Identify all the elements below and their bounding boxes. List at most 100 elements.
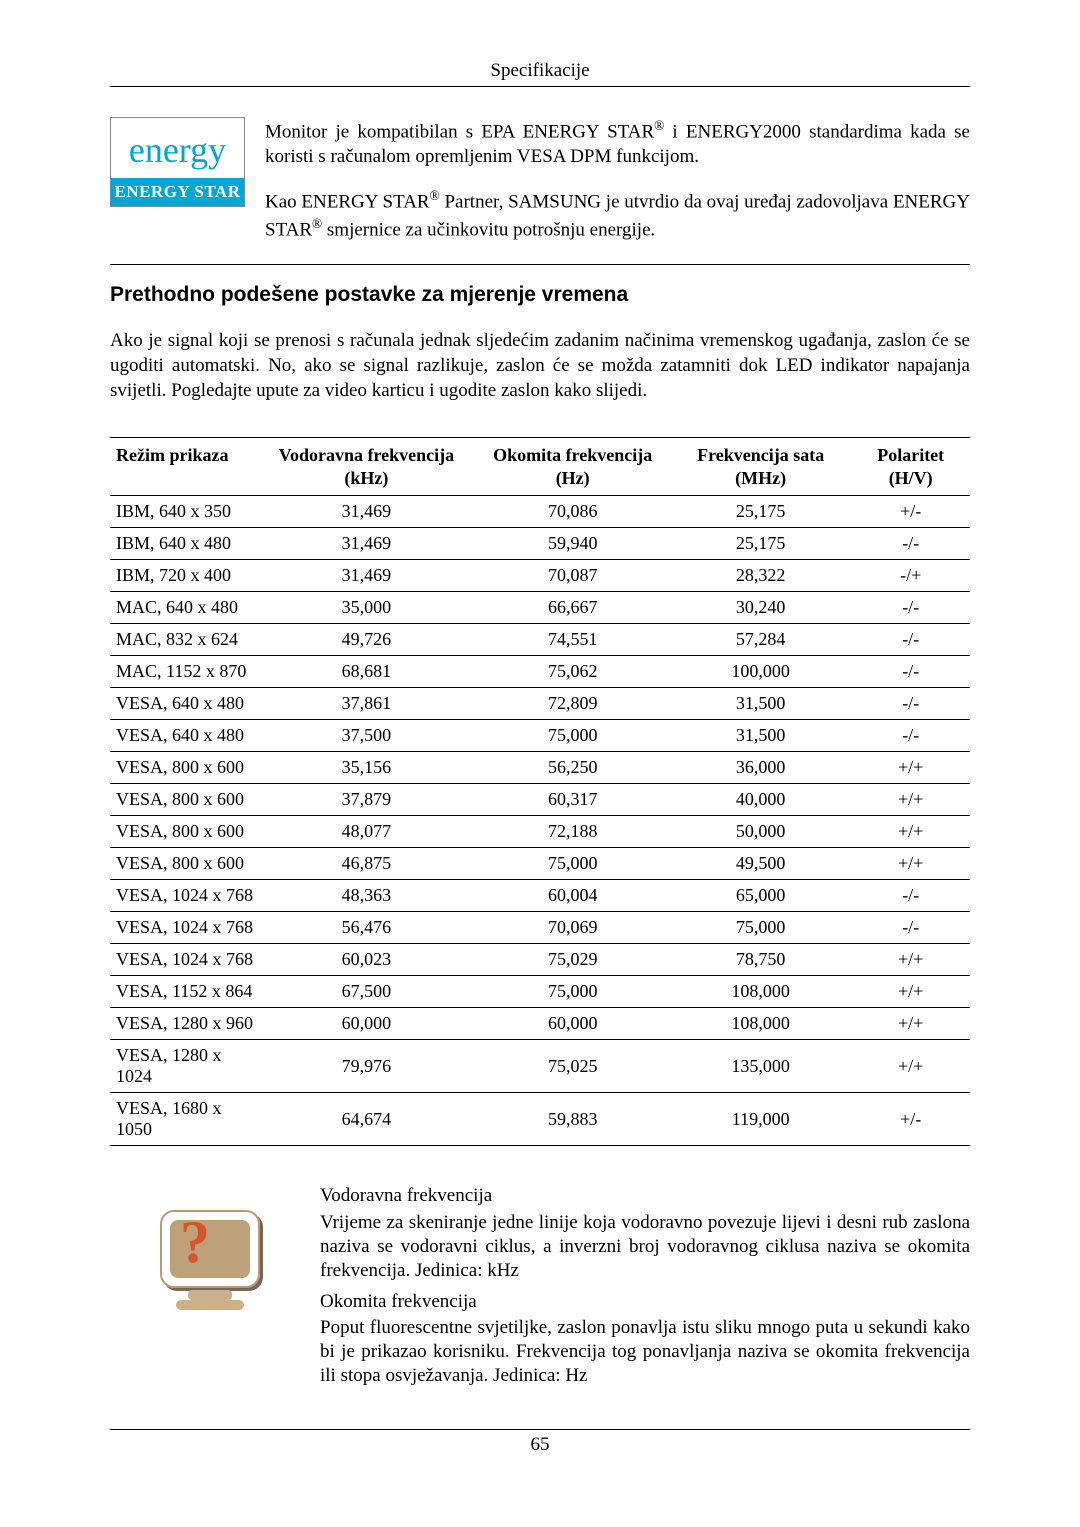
table-cell: -/+ (851, 560, 970, 592)
intro-para-2: Kao ENERGY STAR® Partner, SAMSUNG je utv… (265, 187, 970, 242)
definitions-illustration: ? (110, 1184, 310, 1320)
table-cell: VESA, 640 x 480 (110, 688, 257, 720)
table-cell: 72,809 (475, 688, 669, 720)
table-cell: -/- (851, 720, 970, 752)
table-cell: 49,726 (257, 624, 475, 656)
table-row: VESA, 1024 x 76856,47670,06975,000-/- (110, 912, 970, 944)
table-cell: 48,363 (257, 880, 475, 912)
table-row: MAC, 640 x 48035,00066,66730,240-/- (110, 592, 970, 624)
intro-para-1: Monitor je kompatibilan s EPA ENERGY STA… (265, 117, 970, 169)
table-row: MAC, 1152 x 87068,68175,062100,000-/- (110, 656, 970, 688)
table-cell: IBM, 640 x 480 (110, 528, 257, 560)
table-cell: 72,188 (475, 816, 669, 848)
definitions-text: Vodoravna frekvencija Vrijeme za skenira… (320, 1184, 970, 1395)
table-cell: 108,000 (670, 976, 851, 1008)
table-cell: VESA, 1280 x 1024 (110, 1040, 257, 1093)
intro-para-1a: Monitor je kompatibilan s EPA ENERGY STA… (265, 121, 654, 142)
table-cell: 30,240 (670, 592, 851, 624)
th-mode: Režim prikaza (110, 438, 257, 496)
table-cell: +/+ (851, 784, 970, 816)
footer-rule (110, 1429, 970, 1430)
table-cell: 31,469 (257, 496, 475, 528)
energy-star-script: energy (111, 126, 244, 178)
table-row: VESA, 800 x 60037,87960,31740,000+/+ (110, 784, 970, 816)
table-cell: 75,000 (670, 912, 851, 944)
table-cell: 50,000 (670, 816, 851, 848)
table-cell: VESA, 800 x 600 (110, 816, 257, 848)
table-cell: MAC, 832 x 624 (110, 624, 257, 656)
table-cell: 31,500 (670, 720, 851, 752)
table-cell: +/+ (851, 1008, 970, 1040)
table-row: VESA, 1024 x 76848,36360,00465,000-/- (110, 880, 970, 912)
table-cell: MAC, 640 x 480 (110, 592, 257, 624)
page-header-title: Specifikacije (110, 60, 970, 82)
table-row: VESA, 1680 x 105064,67459,883119,000+/- (110, 1093, 970, 1146)
reg-mark: ® (430, 188, 440, 203)
table-cell: 60,000 (475, 1008, 669, 1040)
definitions-block: ? Vodoravna frekvencija Vrijeme za skeni… (110, 1184, 970, 1395)
table-cell: VESA, 1024 x 768 (110, 880, 257, 912)
table-cell: 79,976 (257, 1040, 475, 1093)
table-row: VESA, 640 x 48037,86172,80931,500-/- (110, 688, 970, 720)
table-cell: 46,875 (257, 848, 475, 880)
table-cell: 28,322 (670, 560, 851, 592)
hfreq-title: Vodoravna frekvencija (320, 1184, 970, 1208)
reg-mark: ® (312, 216, 322, 231)
table-cell: +/+ (851, 816, 970, 848)
table-cell: VESA, 800 x 600 (110, 784, 257, 816)
table-cell: VESA, 1680 x 1050 (110, 1093, 257, 1146)
table-cell: IBM, 640 x 350 (110, 496, 257, 528)
table-cell: 31,500 (670, 688, 851, 720)
table-cell: 31,469 (257, 560, 475, 592)
table-cell: 48,077 (257, 816, 475, 848)
energy-star-bar: ENERGY STAR (111, 178, 244, 206)
table-cell: VESA, 800 x 600 (110, 848, 257, 880)
table-row: VESA, 800 x 60048,07772,18850,000+/+ (110, 816, 970, 848)
table-cell: +/- (851, 1093, 970, 1146)
table-row: VESA, 1024 x 76860,02375,02978,750+/+ (110, 944, 970, 976)
table-cell: 75,029 (475, 944, 669, 976)
intro-text: Monitor je kompatibilan s EPA ENERGY STA… (265, 117, 970, 260)
table-cell: IBM, 720 x 400 (110, 560, 257, 592)
table-row: IBM, 640 x 48031,46959,94025,175-/- (110, 528, 970, 560)
table-cell: -/- (851, 592, 970, 624)
table-cell: VESA, 1024 x 768 (110, 912, 257, 944)
table-cell: 60,317 (475, 784, 669, 816)
th-hfreq: Vodoravna frekvencija (kHz) (257, 438, 475, 496)
table-cell: VESA, 640 x 480 (110, 720, 257, 752)
table-cell: 70,087 (475, 560, 669, 592)
table-row: VESA, 800 x 60046,87575,00049,500+/+ (110, 848, 970, 880)
section-para: Ako je signal koji se prenosi s računala… (110, 329, 970, 403)
table-cell: 37,879 (257, 784, 475, 816)
timing-table: Režim prikaza Vodoravna frekvencija (kHz… (110, 437, 970, 1146)
vfreq-body: Poput fluorescentne svjetiljke, zaslon p… (320, 1316, 970, 1389)
table-cell: 75,025 (475, 1040, 669, 1093)
table-cell: -/- (851, 688, 970, 720)
table-cell: 65,000 (670, 880, 851, 912)
th-polarity: Polaritet (H/V) (851, 438, 970, 496)
intro-block: energy ENERGY STAR Monitor je kompatibil… (110, 117, 970, 260)
table-row: VESA, 1280 x 102479,97675,025135,000+/+ (110, 1040, 970, 1093)
table-cell: 70,086 (475, 496, 669, 528)
table-cell: 67,500 (257, 976, 475, 1008)
table-cell: 75,000 (475, 720, 669, 752)
table-cell: VESA, 1024 x 768 (110, 944, 257, 976)
header-rule (110, 86, 970, 87)
table-cell: 108,000 (670, 1008, 851, 1040)
hfreq-body: Vrijeme za skeniranje jedne linije koja … (320, 1211, 970, 1284)
table-row: IBM, 720 x 40031,46970,08728,322-/+ (110, 560, 970, 592)
vfreq-title: Okomita frekvencija (320, 1290, 970, 1314)
table-cell: VESA, 800 x 600 (110, 752, 257, 784)
table-cell: +/+ (851, 944, 970, 976)
section-heading: Prethodno podešene postavke za mjerenje … (110, 283, 970, 307)
table-cell: MAC, 1152 x 870 (110, 656, 257, 688)
table-cell: 59,940 (475, 528, 669, 560)
th-vfreq: Okomita frekvencija (Hz) (475, 438, 669, 496)
table-cell: 59,883 (475, 1093, 669, 1146)
table-cell: 57,284 (670, 624, 851, 656)
table-cell: 35,000 (257, 592, 475, 624)
table-row: VESA, 1152 x 86467,50075,000108,000+/+ (110, 976, 970, 1008)
table-cell: 75,000 (475, 976, 669, 1008)
table-cell: 56,476 (257, 912, 475, 944)
table-cell: 25,175 (670, 496, 851, 528)
